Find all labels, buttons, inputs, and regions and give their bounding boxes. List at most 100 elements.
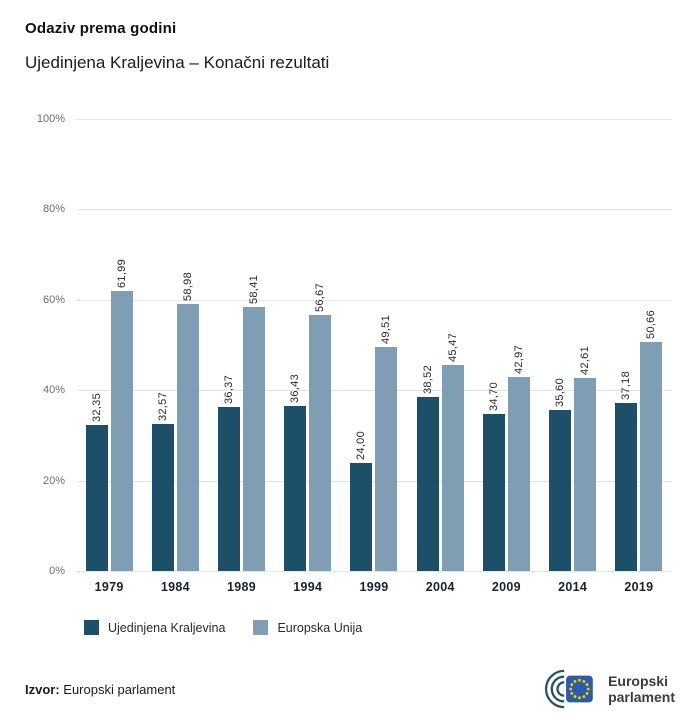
bar-value-label: 35,60: [554, 378, 567, 408]
bar-unit: 42,61: [574, 346, 597, 571]
bar-group: 24,00 49,51: [341, 119, 407, 571]
bar: [151, 423, 174, 571]
bar: [350, 462, 373, 571]
bar-value-label: 37,18: [620, 370, 633, 400]
y-axis-tick-label: 60%: [42, 293, 65, 306]
page-subtitle: Ujedinjena Kraljevina – Konačni rezultat…: [25, 53, 330, 72]
y-axis-tick-label: 100%: [36, 113, 65, 125]
bar: [243, 307, 266, 571]
chart: 100% 80% 60% 40% 20% 0% 32,35 61,99 32,57 58,98 36…: [37, 113, 672, 635]
bar-unit: 36,37: [218, 375, 241, 571]
y-axis-tick-label: 0%: [49, 565, 65, 577]
legend-swatch: [253, 620, 269, 635]
bar: [482, 414, 505, 571]
bar: [375, 347, 398, 571]
legend-label: Europska Unija: [277, 620, 363, 635]
bar-value-label: 42,61: [579, 346, 592, 376]
ep-logo-line1: Europski: [608, 672, 668, 689]
x-axis-label: 1994: [293, 580, 323, 594]
bar-unit: 56,67: [309, 282, 332, 571]
plot-area: 100% 80% 60% 40% 20% 0% 32,35 61,99 32,57 58,98 36…: [37, 113, 672, 577]
bar-value-label: 24,00: [355, 430, 368, 460]
bar-group: 36,43 56,67: [275, 119, 341, 571]
bar-value-label: 58,98: [181, 272, 194, 302]
bar-value-label: 61,99: [115, 258, 128, 288]
x-axis-label: 2004: [425, 580, 455, 594]
source-value: Europski parlament: [59, 681, 176, 697]
bar: [309, 314, 332, 571]
bar: [176, 304, 199, 571]
bar-unit: 50,66: [640, 310, 663, 571]
footer: Izvor: Europski parlament Europski parla…: [25, 668, 675, 710]
y-axis-tick-label: 20%: [42, 474, 65, 487]
x-axis-label: 1984: [160, 580, 190, 594]
bar-unit: 35,60: [549, 378, 572, 571]
x-axis: 1979 1984 1989 1994 1999 2004 2009 2014 2019: [76, 580, 672, 594]
legend-item: Ujedinjena Kraljevina: [84, 620, 225, 635]
grid-line: 60%: [43, 294, 672, 306]
bar-value-label: 32,35: [90, 392, 103, 422]
bar-group: 37,18 50,66: [606, 119, 672, 571]
bar-group: 34,70 42,97: [473, 119, 539, 571]
bar: [549, 410, 572, 571]
x-axis-label: 1999: [359, 580, 389, 594]
bar-unit: 36,43: [284, 374, 307, 571]
bar-unit: 49,51: [375, 315, 398, 571]
legend-label: Ujedinjena Kraljevina: [108, 620, 226, 635]
bar-group: 32,57 58,98: [142, 119, 208, 571]
legend: Ujedinjena Kraljevina Europska Unija: [84, 620, 672, 635]
bar: [284, 406, 307, 571]
x-axis-label: 1989: [227, 580, 257, 594]
european-parliament-logo[interactable]: Europski parlament: [538, 668, 675, 710]
x-axis-label: 2014: [558, 580, 588, 594]
bar: [441, 365, 464, 571]
bar-unit: 58,41: [243, 274, 266, 571]
bar-value-label: 45,47: [446, 333, 459, 363]
bar-value-label: 58,41: [248, 274, 261, 304]
bar-groups: 32,35 61,99 32,57 58,98 36,37 58,41 36,43 56,67…: [76, 119, 672, 571]
bar-unit: 38,52: [416, 364, 439, 571]
bar-group: 38,52 45,47: [407, 119, 473, 571]
bar: [85, 424, 108, 571]
bar-value-label: 56,67: [314, 282, 327, 312]
legend-swatch: [84, 620, 99, 635]
bar-value-label: 32,57: [156, 391, 169, 421]
bar-unit: 45,47: [441, 333, 464, 571]
bar-value-label: 49,51: [380, 315, 393, 345]
grid-line: 100%: [37, 113, 672, 125]
bar-group: 36,37 58,41: [208, 119, 274, 571]
x-axis-label: 2009: [491, 580, 521, 594]
bar: [218, 406, 241, 571]
source-text: Izvor: Europski parlament: [25, 682, 175, 697]
page-title: Odaziv prema godini: [25, 20, 177, 37]
grid-line: 40%: [43, 384, 672, 396]
y-axis-tick-label: 80%: [42, 203, 65, 216]
european-parliament-icon: [545, 669, 593, 709]
bar: [574, 378, 597, 571]
bar-value-label: 36,43: [289, 374, 302, 404]
bar-unit: 37,18: [615, 370, 638, 571]
bar-unit: 24,00: [350, 430, 373, 571]
bar: [416, 396, 439, 571]
x-axis-label: 2019: [624, 580, 654, 594]
grid-line: 0%: [49, 565, 672, 577]
grid-line: 20%: [43, 475, 672, 487]
bar-value-label: 38,52: [421, 364, 434, 394]
y-axis-tick-label: 40%: [42, 384, 65, 397]
bar-unit: 42,97: [507, 344, 530, 571]
grid-line: 80%: [43, 203, 672, 215]
bar-unit: 34,70: [482, 382, 505, 571]
bar-value-label: 42,97: [512, 344, 525, 374]
source-label: Izvor:: [25, 681, 60, 697]
bar-unit: 32,57: [151, 391, 174, 571]
bar: [507, 376, 530, 571]
x-axis-label: 1979: [94, 580, 124, 594]
ep-logo-text: Europski parlament: [608, 673, 675, 705]
bar-unit: 58,98: [176, 272, 199, 571]
bar-group: 32,35 61,99: [76, 119, 142, 571]
bar-unit: 32,35: [85, 392, 108, 571]
bar-value-label: 34,70: [487, 382, 500, 412]
bar: [110, 290, 133, 571]
legend-item: Europska Unija: [253, 620, 362, 635]
